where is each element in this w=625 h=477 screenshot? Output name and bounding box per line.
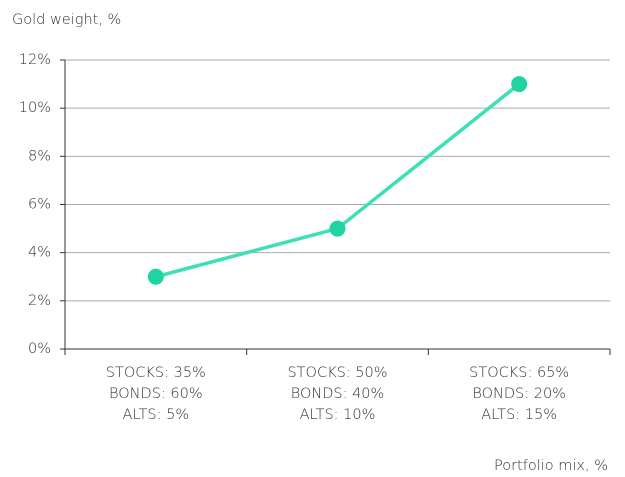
y-tick-label: 0% [28, 341, 51, 357]
y-tick-label: 4% [28, 245, 51, 261]
line [155, 82, 521, 279]
x-tick-label: STOCKS: 35% [106, 365, 206, 381]
x-tick-label: STOCKS: 65% [469, 365, 569, 381]
x-tick-label: ALTS: 10% [300, 407, 376, 423]
marker [329, 220, 346, 237]
y-tick-label: 6% [28, 197, 51, 213]
x-axis-title: Portfolio mix, % [494, 458, 608, 474]
x-tick-label: BONDS: 40% [291, 386, 385, 402]
x-tick-label: ALTS: 15% [481, 407, 557, 423]
y-tick-label: 12% [19, 52, 51, 68]
y-tick-label: 10% [19, 100, 51, 116]
x-tick-label: BONDS: 20% [472, 386, 566, 402]
marker [511, 76, 528, 93]
x-tick-label: BONDS: 60% [109, 386, 203, 402]
marker [147, 268, 164, 285]
y-tick-label: 8% [28, 148, 51, 164]
x-tick-label: ALTS: 5% [123, 407, 190, 423]
y-axis-title: Gold weight, % [12, 12, 121, 28]
x-tick-label: STOCKS: 50% [287, 365, 387, 381]
y-tick-label: 2% [28, 293, 51, 309]
